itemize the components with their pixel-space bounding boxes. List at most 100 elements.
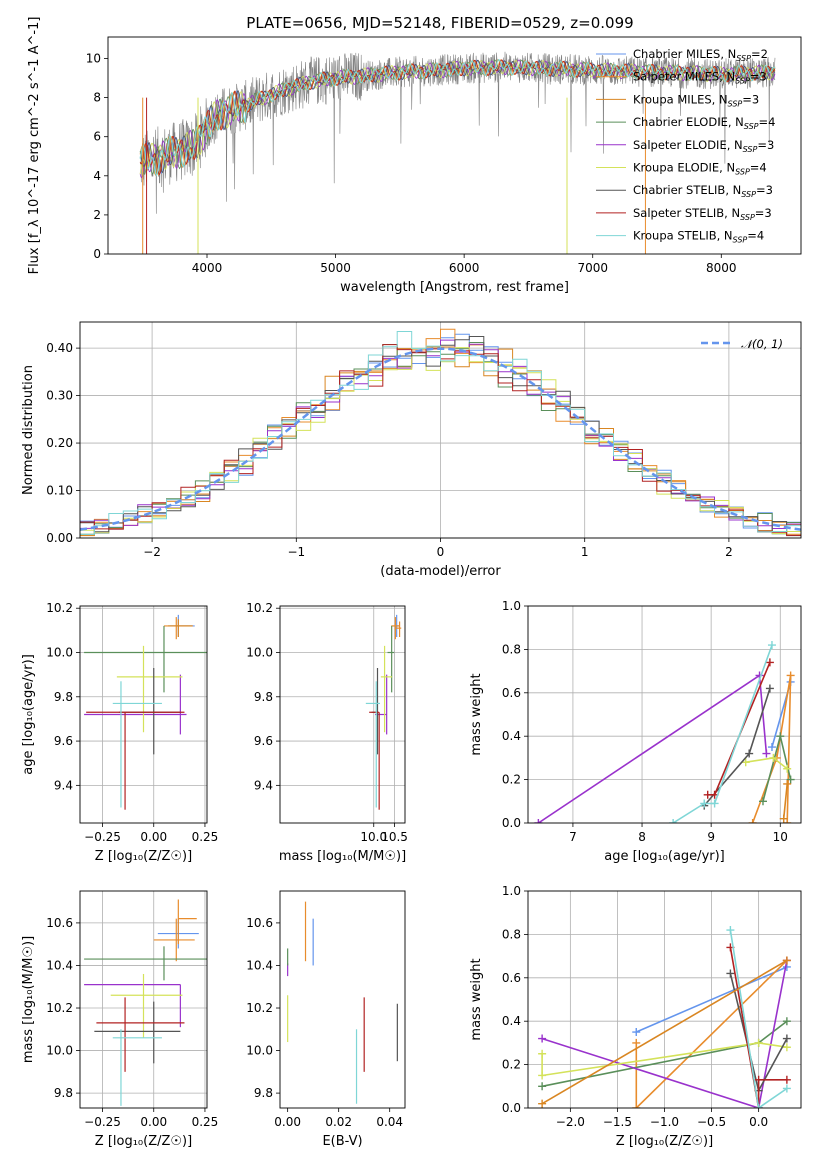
x-tick-label: 7 — [569, 830, 577, 844]
mass-weight-point-marker — [782, 1034, 791, 1043]
legend-entry-4: Salpeter ELODIE, NSSP=3 — [633, 138, 774, 154]
x-tick-label: 8000 — [706, 261, 737, 275]
y-tick-label: 0.6 — [502, 971, 521, 985]
mass-weight-line-8 — [672, 644, 773, 823]
y-tick-label: 1.0 — [502, 599, 521, 613]
mass-weight-line-2 — [782, 783, 788, 819]
x-tick-label: 8 — [638, 830, 646, 844]
residual-histogram-2 — [80, 344, 801, 536]
legend-nssp: =3 — [755, 206, 772, 220]
axes-frame — [107, 36, 802, 255]
panel-mass_vs_Z: −0.25 0.00 0.25 9.8 10.0 10.2 10.4 10.6 Z [log₁₀… — [21, 890, 219, 1149]
legend-nssp: =2 — [751, 47, 768, 61]
y-tick-label: 0.30 — [46, 389, 73, 403]
y-tick-label: 8 — [93, 91, 101, 105]
mass-weight-point-marker — [769, 753, 778, 762]
panel-residuals: −2 −1 0 1 2 0.00 0.10 0.20 0.30 0.40 (data-model)/… — [21, 321, 802, 579]
y-tick-label: 10.0 — [246, 1044, 273, 1058]
y-tick-label: 10.4 — [46, 958, 73, 972]
mass-weight-point-marker — [754, 1104, 763, 1108]
x-tick-label: −0.5 — [697, 1115, 726, 1129]
y-tick-label: 10.0 — [46, 1044, 73, 1058]
mass-weight-point-marker — [745, 749, 754, 758]
plot-area-age_vs_mass — [365, 614, 402, 810]
y-tick-label: 0.8 — [502, 642, 521, 656]
axes-frame — [79, 890, 208, 1109]
legend-entry-3: Chabrier ELODIE, NSSP=4 — [633, 115, 775, 131]
legend-model-name: Chabrier STELIB, N — [633, 183, 741, 197]
legend-model-name: Salpeter STELIB, N — [633, 206, 740, 220]
x-tick-label: −0.25 — [84, 830, 121, 844]
x-tick-label: 4000 — [192, 261, 223, 275]
y-tick-label: 9.6 — [254, 734, 273, 748]
legend-subscript: SSP — [735, 77, 750, 86]
mass-weight-point-marker — [748, 819, 757, 823]
y-tick-label: 9.8 — [54, 690, 73, 704]
mass-weight-point-marker — [767, 743, 776, 752]
y-tick-label: 0.6 — [502, 686, 521, 700]
mass-weight-line-0 — [635, 966, 788, 1033]
mass-weight-point-marker — [632, 1038, 641, 1047]
y-tick-label: 0.8 — [502, 927, 521, 941]
mass-weight-point-marker — [767, 641, 776, 650]
y-tick-label: 1.0 — [502, 884, 521, 898]
mass-weight-point-marker — [758, 797, 767, 806]
legend-entry-8: Kroupa STELIB, NSSP=4 — [633, 229, 764, 245]
y-tick-label: 0.00 — [46, 531, 73, 545]
mass-weight-point-marker — [710, 799, 719, 808]
y-tick-label: 2 — [93, 208, 101, 222]
legend-subscript: SSP — [733, 236, 748, 245]
y-tick-label: 4 — [93, 169, 101, 183]
axes-frame — [79, 321, 802, 539]
spectrum-model-line-4 — [139, 59, 776, 179]
mass-weight-point-marker — [782, 1075, 791, 1084]
y-tick-label: 10.0 — [246, 646, 273, 660]
mass-weight-point-marker — [669, 819, 678, 823]
mass-weight-point-marker — [783, 819, 792, 823]
x-tick-label: 2 — [725, 545, 733, 559]
plot-area-residuals — [80, 328, 801, 537]
y-tick-label: 10.2 — [246, 601, 273, 615]
plot-area-mass_vs_ebv — [287, 901, 398, 1104]
x-tick-label: 0.25 — [192, 830, 219, 844]
mass-weight-point-marker — [783, 779, 792, 788]
y-axis-label: age [log₁₀(age/yr)] — [21, 654, 36, 775]
y-tick-label: 10.4 — [246, 958, 273, 972]
legend-subscript: SSP — [744, 122, 759, 131]
mass-weight-line-2 — [541, 959, 788, 1105]
panel-massweight_vs_age: 7 8 9 10 0.0 0.2 0.4 0.6 0.8 1.0 age [log₁₀(age/yr… — [469, 599, 802, 864]
legend-nssp: =3 — [757, 138, 774, 152]
legend-model-name: Chabrier MILES, N — [633, 47, 736, 61]
y-tick-label: 9.8 — [254, 690, 273, 704]
y-tick-label: 10.2 — [46, 1001, 73, 1015]
mass-weight-point-marker — [786, 775, 795, 784]
legend-model-name: Kroupa MILES, N — [633, 92, 728, 106]
legend-subscript: SSP — [735, 168, 750, 177]
y-tick-label: 0.4 — [502, 729, 521, 743]
x-axis-label: Z [log₁₀(Z/Z☉)] — [95, 849, 192, 864]
axes-frame — [279, 890, 406, 1109]
legend-model-name: Salpeter MILES, N — [633, 70, 735, 84]
plot-area-spectrum — [139, 51, 776, 254]
legend-entry-0: Chabrier MILES, NSSP=2 — [633, 47, 768, 63]
spectrum-data-line — [139, 51, 776, 214]
mass-weight-point-marker — [782, 1084, 791, 1093]
panel-mass_vs_ebv: 0.00 0.02 0.04 9.8 10.0 10.2 10.4 10.6 E(B-V) — [246, 890, 406, 1149]
y-tick-label: 10.2 — [46, 601, 73, 615]
legend-nssp: =4 — [759, 115, 776, 129]
y-tick-label: 10.0 — [46, 646, 73, 660]
mass-weight-point-marker — [632, 1028, 641, 1037]
mass-weight-point-marker — [538, 1082, 547, 1091]
legend-nssp: =3 — [742, 92, 759, 106]
mass-weight-point-marker — [779, 814, 788, 823]
x-axis-label: Z [log₁₀(Z/Z☉)] — [95, 1134, 192, 1149]
plot-area-mass_vs_Z — [84, 899, 207, 1106]
spectrum-model-line-6 — [140, 59, 776, 174]
mass-weight-line-1 — [751, 675, 792, 823]
legend-model-name: Salpeter ELODIE, N — [633, 138, 743, 152]
axes-frame — [79, 605, 208, 824]
mass-weight-point-marker — [754, 1038, 763, 1047]
spectrum-model-line-7 — [139, 59, 776, 176]
legend-subscript: SSP — [728, 99, 743, 108]
x-tick-label: 0.25 — [192, 1115, 219, 1129]
